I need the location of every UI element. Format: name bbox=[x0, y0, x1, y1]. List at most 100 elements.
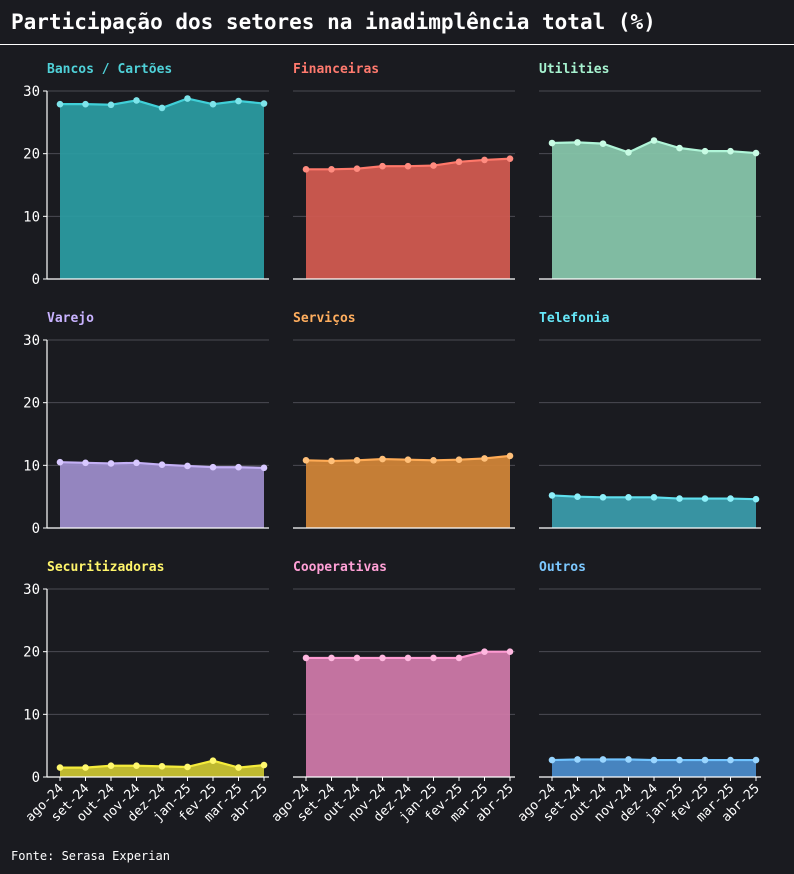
data-point bbox=[599, 756, 607, 763]
data-point bbox=[260, 100, 268, 107]
area-fill bbox=[60, 98, 264, 280]
data-point bbox=[379, 162, 386, 170]
panel-title: Securitizadoras bbox=[47, 560, 164, 575]
panel-title: Financeiras bbox=[293, 62, 379, 77]
data-point bbox=[235, 463, 242, 471]
panel-title: Utilities bbox=[539, 62, 609, 77]
y-tick-label: 10 bbox=[23, 458, 40, 474]
data-point bbox=[752, 756, 760, 764]
panel-varejo: 0 10 20 30 Varejo bbox=[23, 311, 269, 537]
panel-financeiras: Financeiras bbox=[293, 62, 515, 280]
data-point bbox=[481, 455, 488, 462]
y-tick-label: 20 bbox=[23, 147, 40, 163]
data-point bbox=[548, 139, 556, 147]
y-tick-label: 20 bbox=[23, 396, 40, 412]
panel-cooperativas: Cooperativasago-24set-24out-24nov-24dez-… bbox=[269, 560, 517, 825]
data-point bbox=[158, 763, 166, 770]
data-point bbox=[430, 654, 437, 662]
y-tick-label: 10 bbox=[23, 707, 40, 723]
y-tick-label: 30 bbox=[23, 582, 40, 598]
data-point bbox=[455, 456, 463, 463]
chart-title: Participação dos setores na inadimplênci… bbox=[11, 10, 656, 34]
panel-title: Serviços bbox=[293, 311, 356, 326]
y-tick-label: 0 bbox=[32, 770, 40, 786]
data-point bbox=[650, 493, 658, 501]
y-tick-label: 20 bbox=[23, 645, 40, 661]
data-point bbox=[727, 147, 734, 155]
data-point bbox=[599, 493, 607, 501]
panel-outros: Outrosago-24set-24out-24nov-24dez-24jan-… bbox=[515, 560, 763, 825]
data-point bbox=[260, 464, 268, 472]
title-divider bbox=[0, 44, 794, 45]
data-point bbox=[625, 756, 632, 763]
data-point bbox=[184, 95, 191, 102]
data-point bbox=[404, 654, 412, 662]
y-tick-label: 10 bbox=[23, 209, 40, 225]
panel-telefonia: Telefonia bbox=[539, 311, 761, 529]
area-fill bbox=[552, 140, 756, 279]
data-point bbox=[404, 456, 412, 463]
data-point bbox=[353, 457, 361, 464]
data-point bbox=[328, 457, 335, 465]
data-point bbox=[625, 493, 632, 501]
data-point bbox=[379, 455, 386, 463]
area-fill bbox=[552, 495, 756, 528]
data-point bbox=[727, 495, 734, 502]
data-point bbox=[506, 452, 514, 460]
data-point bbox=[56, 458, 64, 466]
data-point bbox=[209, 100, 217, 108]
data-point bbox=[302, 654, 310, 662]
data-point bbox=[481, 156, 488, 164]
data-point bbox=[752, 495, 760, 503]
data-point bbox=[353, 165, 361, 173]
data-point bbox=[209, 463, 217, 471]
data-point bbox=[574, 139, 581, 146]
data-point bbox=[650, 756, 658, 764]
panel-servi-os: Serviços bbox=[293, 311, 515, 529]
data-point bbox=[158, 461, 166, 469]
data-point bbox=[574, 493, 581, 500]
area-fill bbox=[306, 455, 510, 528]
data-point bbox=[676, 144, 683, 152]
data-point bbox=[56, 764, 64, 771]
panel-utilities: Utilities bbox=[539, 62, 761, 280]
data-point bbox=[209, 757, 217, 765]
data-point bbox=[302, 457, 310, 464]
data-point bbox=[548, 492, 556, 499]
data-point bbox=[404, 162, 412, 170]
data-point bbox=[133, 762, 140, 770]
source-note: Fonte: Serasa Experian bbox=[11, 849, 170, 863]
data-point bbox=[184, 462, 191, 470]
data-point bbox=[701, 756, 709, 764]
data-point bbox=[650, 137, 658, 144]
data-point bbox=[56, 100, 64, 108]
y-tick-label: 0 bbox=[32, 521, 40, 537]
data-point bbox=[752, 149, 760, 157]
data-point bbox=[353, 654, 361, 662]
panel-bancos-cart-es: 0 10 20 30 Bancos / Cartões bbox=[23, 62, 269, 288]
y-tick-label: 30 bbox=[23, 333, 40, 349]
y-tick-label: 0 bbox=[32, 272, 40, 288]
panel-title: Outros bbox=[539, 560, 586, 575]
data-point bbox=[260, 761, 268, 769]
data-point bbox=[430, 162, 437, 169]
data-point bbox=[574, 756, 581, 763]
panel-title: Telefonia bbox=[539, 311, 610, 326]
data-point bbox=[506, 648, 514, 655]
data-point bbox=[455, 158, 463, 166]
data-point bbox=[506, 155, 514, 162]
data-point bbox=[107, 101, 115, 109]
data-point bbox=[302, 166, 310, 173]
panel-title: Cooperativas bbox=[293, 560, 387, 575]
data-point bbox=[727, 756, 734, 764]
panel-securitizadoras: 0102030Securitizadorasago-24set-24out-24… bbox=[23, 560, 271, 825]
data-point bbox=[82, 100, 89, 108]
data-point bbox=[235, 97, 242, 105]
y-tick-label: 30 bbox=[23, 84, 40, 100]
data-point bbox=[599, 140, 607, 147]
data-point bbox=[455, 654, 463, 662]
data-point bbox=[676, 756, 683, 764]
area-fill bbox=[306, 158, 510, 279]
panel-title: Bancos / Cartões bbox=[47, 62, 172, 77]
